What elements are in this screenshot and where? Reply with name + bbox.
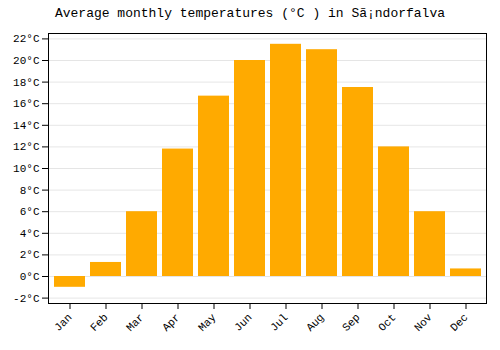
svg-text:0°C: 0°C <box>20 271 40 283</box>
svg-text:16°C: 16°C <box>13 98 40 110</box>
svg-text:20°C: 20°C <box>13 55 40 67</box>
svg-text:Mar: Mar <box>124 311 146 333</box>
svg-text:Dec: Dec <box>448 311 470 333</box>
svg-text:Jun: Jun <box>232 311 254 333</box>
svg-text:12°C: 12°C <box>13 141 40 153</box>
svg-text:-2°C: -2°C <box>13 293 40 305</box>
svg-text:2°C: 2°C <box>20 249 40 261</box>
svg-text:Jul: Jul <box>268 311 290 333</box>
svg-text:6°C: 6°C <box>20 206 40 218</box>
svg-text:Feb: Feb <box>88 311 110 333</box>
svg-text:18°C: 18°C <box>13 77 40 89</box>
svg-text:Apr: Apr <box>160 311 182 333</box>
html-text:Average monthly temperatures (: Average monthly temperatures (°C ) in Sã… <box>55 6 445 21</box>
svg-text:8°C: 8°C <box>20 185 40 197</box>
svg-text:Aug: Aug <box>304 311 326 333</box>
svg-text:Jan: Jan <box>52 311 74 333</box>
svg-text:14°C: 14°C <box>13 120 40 132</box>
svg-text:22°C: 22°C <box>13 33 40 45</box>
svg-text:10°C: 10°C <box>13 163 40 175</box>
svg-text:Oct: Oct <box>376 311 398 333</box>
svg-text:Sep: Sep <box>340 311 362 333</box>
svg-text:Nov: Nov <box>412 311 435 334</box>
svg-text:4°C: 4°C <box>20 228 40 240</box>
svg-text:May: May <box>196 311 219 334</box>
